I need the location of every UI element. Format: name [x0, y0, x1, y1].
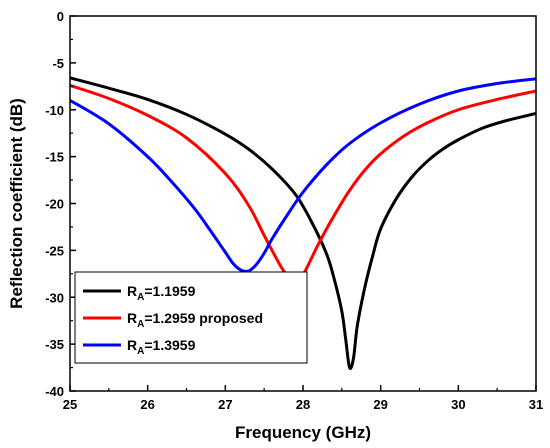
- legend-label-2: RA=1.2959 proposed: [127, 310, 263, 330]
- legend-label-subscript: A: [137, 346, 144, 357]
- legend-label-3: RA=1.3959: [127, 337, 196, 357]
- x-tick-label: 30: [451, 397, 465, 412]
- y-tick-label: -35: [45, 337, 64, 352]
- series-line-1: [70, 76, 536, 370]
- legend-label-subscript: A: [137, 319, 144, 330]
- legend-label-value: =1.3959: [144, 337, 195, 353]
- x-tick-label: 25: [63, 397, 77, 412]
- legend-label-subscript: A: [137, 292, 144, 303]
- y-tick-label: -30: [45, 290, 64, 305]
- y-tick-label: -40: [45, 384, 64, 399]
- y-tick-label: -10: [45, 103, 64, 118]
- y-tick-label: -15: [45, 150, 64, 165]
- legend-label-1: RA=1.1959: [127, 283, 196, 303]
- legend-label-value: =1.2959 proposed: [144, 310, 263, 326]
- legend-label-main: R: [127, 337, 137, 353]
- ticks-layer: 25 26 27 28 29 30 31 0 -5 -10 -15 -20 -25 -30 -35 -40: [45, 9, 543, 412]
- y-tick-label: -5: [52, 56, 64, 71]
- y-tick-label: 0: [57, 9, 64, 24]
- series-line-2: [70, 83, 536, 282]
- x-axis-title: Frequency (GHz): [235, 423, 371, 442]
- series-layer: [70, 76, 536, 370]
- x-tick-label: 27: [218, 397, 232, 412]
- x-tick-label: 31: [529, 397, 543, 412]
- y-tick-label: -25: [45, 243, 64, 258]
- x-tick-label: 28: [296, 397, 310, 412]
- x-tick-label: 26: [140, 397, 154, 412]
- y-axis-title: Reflection coefficient (dB): [7, 98, 26, 309]
- series-line-3: [70, 77, 536, 273]
- legend-label-value: =1.1959: [144, 283, 195, 299]
- legend-label-main: R: [127, 310, 137, 326]
- legend-label-main: R: [127, 283, 137, 299]
- x-tick-label: 29: [373, 397, 387, 412]
- y-tick-label: -20: [45, 197, 64, 212]
